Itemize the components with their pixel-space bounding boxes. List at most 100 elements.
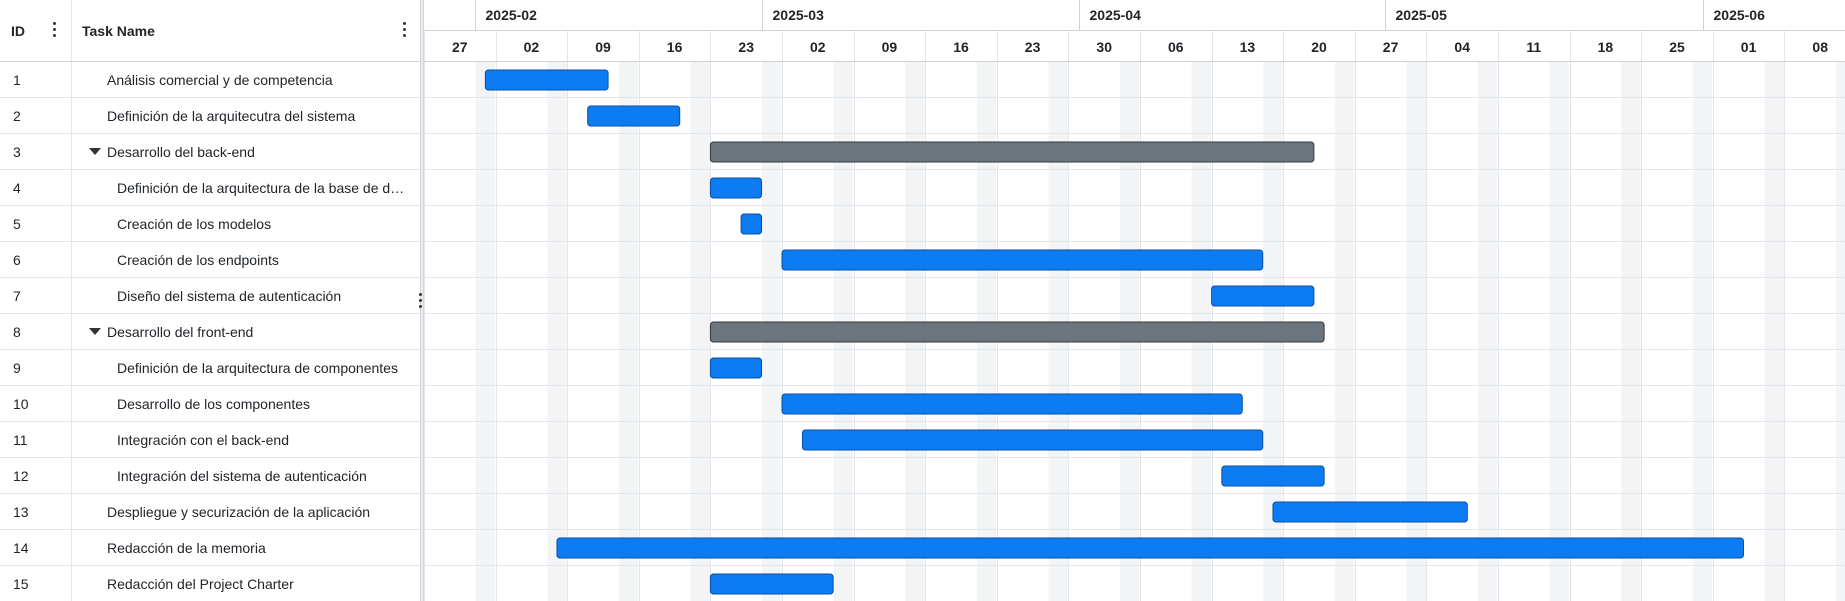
timeline: 2025-02 2025-03 2025-04 2025-05 2025-06 27 02 0… [424,0,1845,601]
week-label: 11 [1526,39,1541,55]
week-label: 16 [953,39,969,55]
task-id: 8 [13,324,21,340]
task-bar[interactable] [709,357,763,379]
task-row[interactable]: 15 Redacción del Project Charter [0,566,420,601]
grid-splitter[interactable] [419,0,424,601]
task-name[interactable]: Redacción de la memoria [107,540,266,556]
row-column-divider [71,170,72,205]
splitter-handle-icon[interactable] [419,293,423,309]
task-name[interactable]: Redacción del Project Charter [107,576,294,592]
week-label: 16 [667,39,683,55]
task-row-summary[interactable]: 3 Desarrollo del back-end [0,134,420,170]
task-row[interactable]: 7 Diseño del sistema de autenticación [0,278,420,314]
task-bar[interactable] [587,105,681,127]
row-column-divider [71,314,72,349]
task-row[interactable]: 9 Definición de la arquitectura de compon… [0,350,420,386]
weekend-band [547,62,567,601]
task-bar[interactable] [709,177,763,199]
task-id: 10 [13,396,29,412]
task-bar[interactable] [556,537,1744,559]
weekend-band [690,62,710,601]
month-label: 2025-04 [1090,7,1142,23]
week-label: 20 [1311,39,1327,55]
task-name[interactable]: Integración del sistema de autenticación [117,468,367,484]
week-label: 09 [882,39,898,55]
collapse-caret-icon[interactable] [89,148,101,155]
summary-bar[interactable] [709,321,1325,343]
task-name[interactable]: Creación de los endpoints [117,252,279,268]
task-bar[interactable] [781,249,1264,271]
row-column-divider [71,458,72,493]
id-column-menu-icon[interactable] [48,20,60,40]
task-id: 12 [13,468,29,484]
task-bar[interactable] [1221,465,1325,487]
task-row[interactable]: 14 Redacción de la memoria [0,530,420,566]
task-id: 14 [13,540,29,556]
row-column-divider [71,62,72,97]
weekend-band [1478,62,1498,601]
task-id: 6 [13,252,21,268]
task-row[interactable]: 2 Definición de la arquitecutra del siste… [0,98,420,134]
task-row[interactable]: 12 Integración del sistema de autenticaci… [0,458,420,494]
task-row[interactable]: 1 Análisis comercial y de competencia [0,62,420,98]
task-bar[interactable] [709,573,834,595]
month-label: 2025-03 [773,7,825,23]
task-name[interactable]: Creación de los modelos [117,216,272,232]
task-name[interactable]: Desarrollo del back-end [107,144,255,160]
task-name[interactable]: Definición de la arquitectura de la base… [117,180,405,196]
weekend-band [1334,62,1355,601]
task-name[interactable]: Diseño del sistema de autenticación [117,288,342,304]
task-name[interactable]: Integración con el back-end [117,432,289,448]
id-column-header[interactable]: ID [11,23,25,39]
task-name[interactable]: Despliegue y securización de la aplicaci… [107,504,371,520]
week-label: 08 [1812,39,1828,55]
task-row[interactable]: 6 Creación de los endpoints [0,242,420,278]
row-column-divider [71,98,72,133]
timeline-canvas: 2025-02 2025-03 2025-04 2025-05 2025-06 27 02 0… [424,0,1845,601]
task-name[interactable]: Definición de la arquitectura de compone… [117,360,398,376]
weekend-band [1406,62,1426,601]
task-row[interactable]: 13 Despliegue y securización de la aplica… [0,494,420,530]
task-name[interactable]: Definición de la arquitecutra del sistem… [107,108,356,124]
task-bar[interactable] [801,429,1264,451]
task-bar[interactable] [484,69,609,91]
summary-bar[interactable] [709,141,1315,163]
row-column-divider [71,386,72,421]
task-row[interactable]: 4 Definición de la arquitectura de la bas… [0,170,420,206]
task-row-summary[interactable]: 8 Desarrollo del front-end [0,314,420,350]
task-name-column-menu-icon[interactable] [398,20,410,40]
grid-header: ID Task Name [0,0,420,62]
row-column-divider [71,422,72,457]
task-row[interactable]: 10 Desarrollo de los componentes [0,386,420,422]
row-column-divider [71,494,72,529]
task-name[interactable]: Desarrollo del front-end [107,324,254,340]
task-name[interactable]: Análisis comercial y de competencia [107,72,333,88]
task-id: 15 [13,576,29,592]
weekend-band [1692,62,1713,601]
task-bar[interactable] [1272,501,1468,523]
collapse-caret-icon[interactable] [89,328,101,335]
task-bar[interactable] [1211,285,1315,307]
row-column-divider [71,566,72,601]
week-label: 27 [1383,39,1399,55]
task-bar[interactable] [781,393,1243,415]
week-label: 18 [1598,39,1614,55]
week-label: 25 [1669,39,1685,55]
week-label: 06 [1168,39,1184,55]
week-label: 13 [1240,39,1256,55]
column-divider[interactable] [71,0,72,61]
month-label: 2025-05 [1396,7,1448,23]
month-label: 2025-02 [486,7,538,23]
task-id: 5 [13,216,21,232]
task-id: 4 [13,180,21,196]
task-row[interactable]: 11 Integración con el back-end [0,422,420,458]
row-column-divider [71,242,72,277]
row-column-divider [71,278,72,313]
task-bar[interactable] [740,213,763,235]
task-name-column-header[interactable]: Task Name [82,23,155,39]
weekend-band [1836,62,1845,601]
task-name[interactable]: Desarrollo de los componentes [117,396,310,412]
task-id: 3 [13,144,21,160]
task-row[interactable]: 5 Creación de los modelos [0,206,420,242]
